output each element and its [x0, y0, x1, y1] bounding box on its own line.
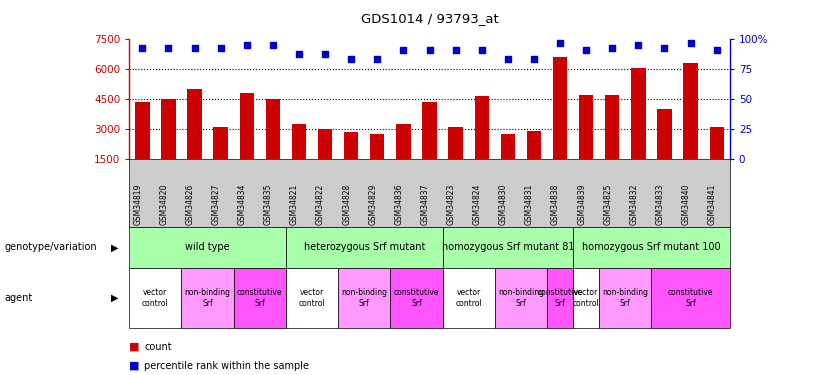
Point: [527, 56, 540, 62]
Text: GSM34838: GSM34838: [551, 184, 560, 225]
Text: GSM34823: GSM34823: [447, 184, 455, 225]
Text: constitutive
Srf: constitutive Srf: [668, 288, 713, 308]
Point: [580, 47, 593, 53]
Bar: [500, 134, 515, 159]
Point: [344, 56, 358, 62]
Point: [397, 47, 410, 53]
Text: ▶: ▶: [112, 243, 118, 252]
Point: [449, 47, 462, 53]
Text: GSM34837: GSM34837: [420, 183, 430, 225]
Text: GSM34819: GSM34819: [133, 184, 143, 225]
Text: GSM34826: GSM34826: [185, 184, 194, 225]
Bar: [657, 110, 671, 159]
Bar: [449, 128, 463, 159]
Bar: [188, 89, 202, 159]
Text: GSM34821: GSM34821: [290, 184, 299, 225]
Bar: [710, 128, 724, 159]
Text: ■: ■: [129, 342, 140, 352]
Text: GDS1014 / 93793_at: GDS1014 / 93793_at: [360, 12, 499, 25]
Text: GSM34839: GSM34839: [577, 183, 586, 225]
Text: genotype/variation: genotype/variation: [4, 243, 97, 252]
Point: [475, 47, 489, 53]
Text: count: count: [144, 342, 172, 352]
Text: GSM34829: GSM34829: [369, 184, 377, 225]
Bar: [683, 63, 698, 159]
Text: GSM34825: GSM34825: [603, 184, 612, 225]
Bar: [239, 93, 254, 159]
Text: vector
control: vector control: [455, 288, 482, 308]
Text: non-binding
Srf: non-binding Srf: [341, 288, 387, 308]
Text: GSM34827: GSM34827: [212, 184, 221, 225]
Text: homozygous Srf mutant 100: homozygous Srf mutant 100: [582, 243, 721, 252]
Bar: [135, 102, 149, 159]
Point: [319, 51, 332, 57]
Bar: [475, 96, 489, 159]
Text: GSM34833: GSM34833: [656, 183, 665, 225]
Text: constitutive
Srf: constitutive Srf: [537, 288, 583, 308]
Text: GSM34836: GSM34836: [394, 183, 404, 225]
Bar: [161, 99, 176, 159]
Text: vector
control: vector control: [299, 288, 325, 308]
Text: GSM34840: GSM34840: [681, 183, 691, 225]
Text: wild type: wild type: [185, 243, 230, 252]
Point: [710, 47, 723, 53]
Text: GSM34828: GSM34828: [342, 184, 351, 225]
Text: non-binding
Srf: non-binding Srf: [498, 288, 544, 308]
Bar: [579, 95, 593, 159]
Text: percentile rank within the sample: percentile rank within the sample: [144, 361, 309, 370]
Point: [554, 40, 567, 46]
Point: [605, 45, 619, 51]
Point: [684, 40, 697, 46]
Text: heterozygous Srf mutant: heterozygous Srf mutant: [304, 243, 425, 252]
Text: agent: agent: [4, 293, 33, 303]
Point: [370, 56, 384, 62]
Bar: [631, 68, 646, 159]
Text: non-binding
Srf: non-binding Srf: [602, 288, 648, 308]
Point: [136, 45, 149, 51]
Text: GSM34835: GSM34835: [264, 183, 273, 225]
Text: ▶: ▶: [112, 293, 118, 303]
Bar: [318, 129, 332, 159]
Text: GSM34822: GSM34822: [316, 184, 325, 225]
Bar: [292, 124, 306, 159]
Point: [214, 45, 228, 51]
Text: ■: ■: [129, 361, 140, 370]
Point: [240, 42, 254, 48]
Text: vector
control: vector control: [142, 288, 168, 308]
Point: [658, 45, 671, 51]
Point: [631, 42, 645, 48]
Point: [266, 42, 279, 48]
Bar: [605, 95, 620, 159]
Point: [188, 45, 201, 51]
Bar: [266, 99, 280, 159]
Text: constitutive
Srf: constitutive Srf: [394, 288, 440, 308]
Point: [501, 56, 515, 62]
Point: [423, 47, 436, 53]
Text: GSM34834: GSM34834: [238, 183, 247, 225]
Bar: [422, 102, 437, 159]
Text: homozygous Srf mutant 81: homozygous Srf mutant 81: [441, 243, 574, 252]
Text: GSM34830: GSM34830: [499, 183, 508, 225]
Text: non-binding
Srf: non-binding Srf: [184, 288, 230, 308]
Text: GSM34832: GSM34832: [630, 184, 638, 225]
Text: GSM34841: GSM34841: [708, 184, 716, 225]
Bar: [344, 132, 359, 159]
Bar: [214, 128, 228, 159]
Text: constitutive
Srf: constitutive Srf: [237, 288, 283, 308]
Bar: [370, 134, 384, 159]
Point: [162, 45, 175, 51]
Bar: [553, 57, 567, 159]
Text: GSM34824: GSM34824: [473, 184, 482, 225]
Text: GSM34831: GSM34831: [525, 184, 534, 225]
Text: GSM34820: GSM34820: [159, 184, 168, 225]
Point: [292, 51, 305, 57]
Bar: [527, 131, 541, 159]
Text: vector
control: vector control: [573, 288, 600, 308]
Bar: [396, 124, 410, 159]
